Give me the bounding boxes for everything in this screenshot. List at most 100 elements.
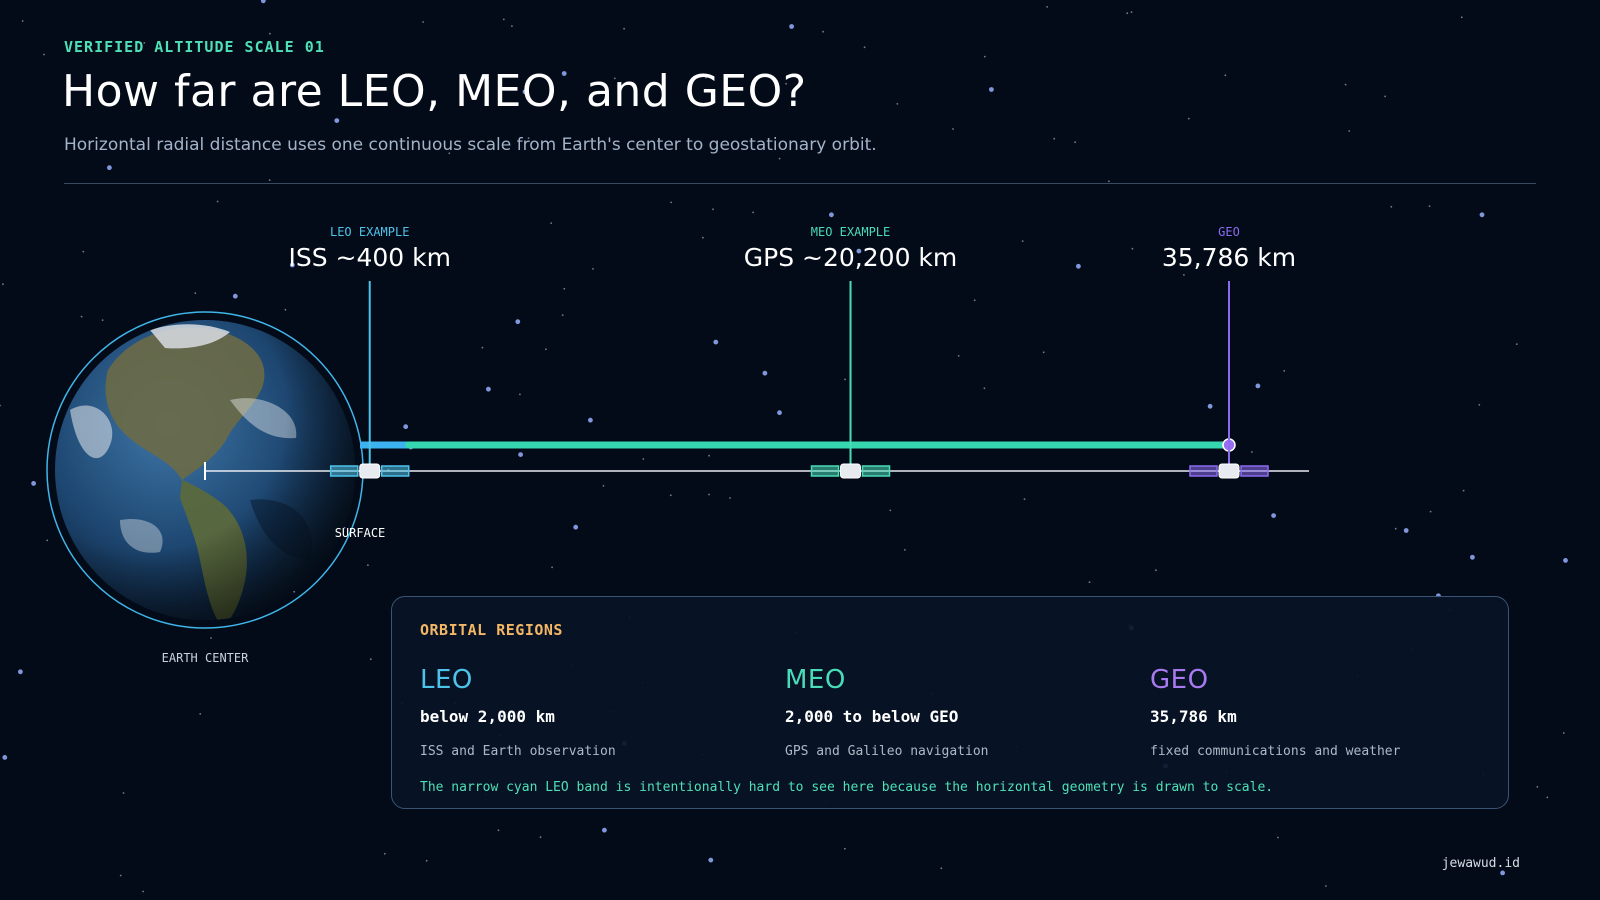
marker-value: GPS ~20,200 km bbox=[744, 243, 957, 272]
star bbox=[785, 82, 787, 85]
star bbox=[904, 549, 906, 551]
satellite-icon bbox=[1189, 463, 1269, 479]
star bbox=[1384, 95, 1386, 98]
star bbox=[989, 87, 994, 92]
star bbox=[829, 212, 834, 218]
star bbox=[343, 526, 346, 529]
star bbox=[669, 494, 672, 497]
star bbox=[889, 509, 892, 512]
star bbox=[2, 283, 4, 286]
star bbox=[1515, 343, 1518, 345]
star bbox=[1394, 527, 1397, 530]
region-name: GEO bbox=[1150, 665, 1209, 695]
star bbox=[502, 18, 505, 21]
star bbox=[778, 157, 781, 160]
star bbox=[1053, 137, 1056, 140]
star bbox=[1271, 513, 1276, 518]
star bbox=[1460, 16, 1463, 19]
star bbox=[232, 293, 238, 299]
page-subtitle: Horizontal radial distance uses one cont… bbox=[64, 135, 877, 155]
satellite-icon bbox=[810, 463, 891, 479]
star bbox=[1428, 205, 1431, 208]
solar-panel-left bbox=[329, 465, 359, 477]
star bbox=[561, 71, 567, 76]
star bbox=[708, 493, 710, 496]
solar-panel-right bbox=[380, 465, 410, 477]
region-range: below 2,000 km bbox=[420, 707, 555, 726]
star bbox=[1021, 240, 1024, 243]
star bbox=[613, 77, 616, 80]
star bbox=[952, 128, 954, 130]
star bbox=[957, 355, 960, 357]
star bbox=[367, 564, 369, 567]
star bbox=[1251, 451, 1253, 453]
star bbox=[702, 236, 704, 239]
star bbox=[602, 485, 605, 487]
star bbox=[844, 378, 846, 381]
star bbox=[269, 32, 271, 35]
star bbox=[777, 410, 782, 416]
satellite-body bbox=[840, 463, 862, 479]
star bbox=[1277, 836, 1279, 839]
star bbox=[1348, 130, 1351, 132]
credit-label: jewawud.id bbox=[1441, 856, 1520, 871]
star bbox=[844, 847, 846, 850]
star bbox=[670, 201, 672, 204]
star bbox=[82, 250, 85, 253]
star bbox=[2, 755, 8, 760]
star bbox=[1563, 558, 1568, 563]
star bbox=[789, 24, 794, 29]
star bbox=[1076, 263, 1081, 269]
star bbox=[497, 829, 500, 832]
star bbox=[519, 393, 521, 396]
star bbox=[550, 222, 553, 225]
star bbox=[119, 874, 122, 877]
star bbox=[1462, 489, 1465, 492]
satellite-icon bbox=[329, 463, 410, 479]
star bbox=[80, 315, 83, 318]
star bbox=[268, 179, 271, 182]
star bbox=[1536, 786, 1539, 788]
star bbox=[573, 524, 579, 530]
star bbox=[334, 118, 340, 123]
star bbox=[1562, 732, 1565, 734]
star bbox=[1130, 11, 1133, 14]
star bbox=[563, 287, 566, 290]
star bbox=[527, 137, 530, 140]
star bbox=[515, 319, 521, 325]
star bbox=[369, 658, 372, 661]
star bbox=[623, 27, 625, 30]
solar-panel-right bbox=[1240, 465, 1269, 477]
star bbox=[199, 713, 202, 715]
star bbox=[1390, 205, 1393, 208]
star bbox=[708, 454, 710, 457]
orbit-marker: MEO EXAMPLE GPS ~20,200 km bbox=[744, 225, 957, 479]
marker-value: ISS ~400 km bbox=[288, 243, 451, 272]
region-range: 35,786 km bbox=[1150, 707, 1237, 726]
star bbox=[708, 857, 714, 863]
marker-kicker: LEO EXAMPLE bbox=[330, 225, 409, 239]
eyebrow-label: VERIFIED ALTITUDE SCALE 01 bbox=[64, 38, 325, 56]
marker-kicker: GEO bbox=[1218, 225, 1240, 239]
star bbox=[1131, 247, 1134, 250]
star bbox=[1042, 351, 1045, 354]
star bbox=[1470, 554, 1475, 560]
star bbox=[142, 890, 145, 893]
star bbox=[18, 669, 23, 675]
star bbox=[1108, 180, 1110, 183]
star bbox=[101, 319, 104, 321]
star bbox=[822, 30, 824, 33]
star bbox=[216, 200, 219, 203]
region-meo: MEO 2,000 to below GEO GPS and Galileo n… bbox=[785, 665, 1115, 759]
star bbox=[588, 417, 593, 423]
star bbox=[107, 165, 112, 171]
star bbox=[1255, 383, 1261, 389]
star bbox=[1429, 510, 1432, 513]
star bbox=[863, 46, 866, 49]
star bbox=[712, 208, 714, 211]
star bbox=[1479, 212, 1485, 218]
region-use: ISS and Earth observation bbox=[420, 744, 616, 759]
header-divider bbox=[64, 183, 1536, 184]
star bbox=[940, 867, 943, 870]
region-name: MEO bbox=[785, 665, 846, 695]
